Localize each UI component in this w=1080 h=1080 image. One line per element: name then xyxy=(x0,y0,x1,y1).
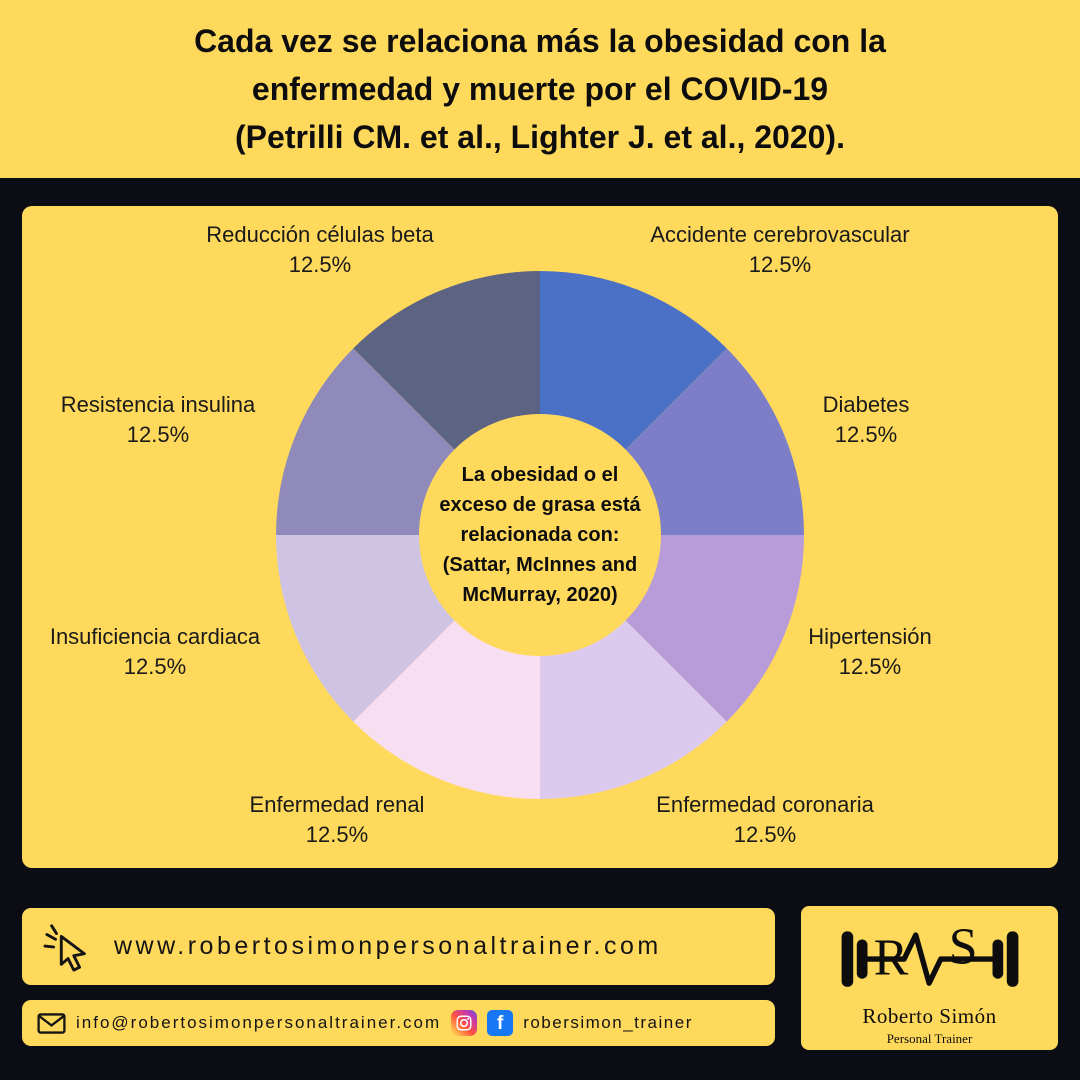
social-handle[interactable]: robersimon_trainer xyxy=(523,1013,693,1032)
donut-segment xyxy=(353,620,540,799)
segment-percent: 12.5% xyxy=(126,422,190,447)
logo-name: Roberto Simón xyxy=(862,1004,997,1028)
logo-card: R S Roberto Simón Personal Trainer xyxy=(801,906,1058,1050)
segment-label-reduccion-celulas-beta: Reducción células beta 12.5% xyxy=(206,220,433,280)
logo-subtitle: Personal Trainer xyxy=(886,1031,973,1046)
segment-percent: 12.5% xyxy=(838,654,902,679)
cursor-click-icon xyxy=(42,921,96,973)
logo-initial-s: S xyxy=(948,919,977,976)
page-title: Cada vez se relaciona más la obesidad co… xyxy=(194,23,886,155)
email-address[interactable]: info@robertosimonpersonaltrainer.com xyxy=(76,1013,442,1032)
segment-label-hipertension: Hipertensión 12.5% xyxy=(808,622,932,682)
segment-label-enfermedad-coronaria: Enfermedad coronaria 12.5% xyxy=(656,790,874,850)
segment-percent: 12.5% xyxy=(288,252,352,277)
donut-center-text: La obesidad o el exceso de grasa está re… xyxy=(439,464,641,606)
segment-name: Resistencia insulina xyxy=(60,392,256,417)
donut-segment xyxy=(625,535,805,722)
donut-segment xyxy=(276,535,455,722)
segment-label-insuficiencia-cardiaca: Insuficiencia cardiaca 12.5% xyxy=(50,622,260,682)
donut-chart xyxy=(276,271,805,799)
website-bar: www.robertosimonpersonaltrainer.com xyxy=(22,908,775,985)
website-url[interactable]: www.robertosimonpersonaltrainer.com xyxy=(114,932,662,960)
segment-name: Hipertensión xyxy=(808,624,932,649)
segment-label-accidente-cerebrovascular: Accidente cerebrovascular 12.5% xyxy=(650,220,909,280)
envelope-icon xyxy=(37,1012,66,1034)
donut-segment xyxy=(540,271,727,450)
donut-segment xyxy=(540,620,727,799)
segment-label-resistencia-insulina: Resistencia insulina 12.5% xyxy=(61,390,255,450)
donut-segment xyxy=(276,348,455,535)
segment-label-diabetes: Diabetes 12.5% xyxy=(823,390,910,450)
dumbbell-rs-logo-icon: R S xyxy=(841,919,1018,987)
facebook-icon[interactable]: f xyxy=(487,1010,514,1036)
segment-name: Insuficiencia cardiaca xyxy=(49,624,261,649)
segment-percent: 12.5% xyxy=(305,822,369,847)
chart-panel: La obesidad o el exceso de grasa está re… xyxy=(22,206,1058,868)
segment-name: Reducción células beta xyxy=(206,222,434,247)
segment-percent: 12.5% xyxy=(748,252,812,277)
donut-segment xyxy=(625,348,804,535)
segment-percent: 12.5% xyxy=(733,822,797,847)
segment-percent: 12.5% xyxy=(123,654,187,679)
segment-label-enfermedad-renal: Enfermedad renal 12.5% xyxy=(250,790,425,850)
segment-name: Enfermedad renal xyxy=(249,792,425,817)
segment-name: Accidente cerebrovascular xyxy=(650,222,910,247)
title-banner: Cada vez se relaciona más la obesidad co… xyxy=(0,0,1080,178)
email-bar: info@robertosimonpersonaltrainer.com f r… xyxy=(22,1000,775,1046)
instagram-icon[interactable] xyxy=(451,1010,478,1036)
logo-initial-r: R xyxy=(873,929,908,986)
segment-name: Enfermedad coronaria xyxy=(656,792,874,817)
donut-segment xyxy=(353,271,540,450)
segment-percent: 12.5% xyxy=(834,422,898,447)
segment-name: Diabetes xyxy=(822,392,910,417)
